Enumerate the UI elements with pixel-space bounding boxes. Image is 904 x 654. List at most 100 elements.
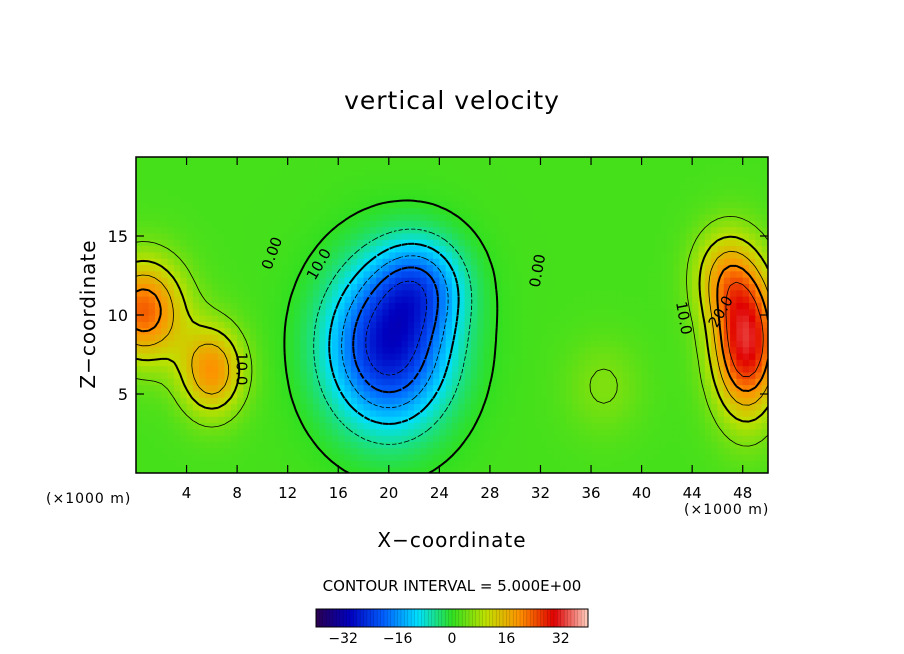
heatmap-cell xyxy=(186,188,194,196)
heatmap-cell xyxy=(452,220,459,228)
heatmap-cell xyxy=(275,352,282,360)
heatmap-cell xyxy=(464,403,472,411)
heatmap-cell xyxy=(205,422,213,430)
heatmap-cell xyxy=(616,277,624,284)
heatmap-cell xyxy=(205,283,213,291)
heatmap-cell xyxy=(281,283,289,291)
heatmap-cell xyxy=(407,232,415,240)
heatmap-cell xyxy=(275,340,282,348)
heatmap-cell xyxy=(350,447,358,455)
heatmap-cell xyxy=(559,466,567,473)
heatmap-cell xyxy=(711,346,719,354)
heatmap-cell xyxy=(243,359,251,367)
heatmap-cell xyxy=(666,188,674,196)
heatmap-cell xyxy=(218,378,226,386)
heatmap-cell xyxy=(698,277,706,284)
heatmap-cell xyxy=(243,416,251,424)
heatmap-cell xyxy=(730,352,737,360)
heatmap-cell xyxy=(666,163,674,171)
heatmap-cell xyxy=(534,207,542,215)
heatmap-cell xyxy=(407,270,415,278)
heatmap-cell xyxy=(180,264,188,272)
heatmap-cell xyxy=(647,239,655,247)
heatmap-cell xyxy=(736,447,744,455)
heatmap-cell xyxy=(578,390,586,398)
heatmap-cell xyxy=(136,245,143,253)
heatmap-cell xyxy=(294,416,301,424)
heatmap-cell xyxy=(483,264,491,272)
heatmap-cell xyxy=(502,201,510,209)
heatmap-cell xyxy=(186,258,194,266)
heatmap-cell xyxy=(161,201,169,209)
heatmap-cell xyxy=(635,220,643,228)
heatmap-cell xyxy=(458,194,466,202)
heatmap-cell xyxy=(666,308,674,316)
heatmap-cell xyxy=(730,201,737,209)
heatmap-cell xyxy=(483,441,491,449)
heatmap-cell xyxy=(685,416,693,424)
heatmap-cell xyxy=(546,365,554,373)
heatmap-cell xyxy=(508,296,516,303)
heatmap-cell xyxy=(426,466,434,473)
heatmap-cell xyxy=(218,213,226,221)
heatmap-cell xyxy=(275,207,282,215)
heatmap-cell xyxy=(641,321,649,329)
heatmap-cell xyxy=(262,447,270,455)
heatmap-cell xyxy=(723,169,731,177)
heatmap-cell xyxy=(275,435,282,442)
heatmap-cell xyxy=(553,365,561,373)
heatmap-cell xyxy=(382,352,390,360)
heatmap-cell xyxy=(148,435,156,442)
heatmap-cell xyxy=(711,466,719,473)
heatmap-cell xyxy=(540,333,548,341)
heatmap-cell xyxy=(597,441,605,449)
heatmap-cell xyxy=(673,220,681,228)
heatmap-cell xyxy=(161,169,169,177)
heatmap-cell xyxy=(325,201,333,209)
heatmap-cell xyxy=(357,201,365,209)
heatmap-cell xyxy=(363,201,371,209)
heatmap-cell xyxy=(502,157,510,164)
heatmap-cell xyxy=(388,163,396,171)
heatmap-cell xyxy=(553,182,561,190)
heatmap-cell xyxy=(388,315,396,322)
heatmap-cell xyxy=(211,327,219,335)
heatmap-cell xyxy=(692,359,700,367)
heatmap-cell xyxy=(628,315,636,322)
heatmap-cell xyxy=(388,340,396,348)
heatmap-cell xyxy=(483,352,491,360)
heatmap-cell xyxy=(312,384,320,392)
heatmap-cell xyxy=(749,251,756,259)
heatmap-cell xyxy=(483,384,491,392)
heatmap-cell xyxy=(218,188,226,196)
heatmap-cell xyxy=(388,352,396,360)
heatmap-cell xyxy=(489,213,497,221)
heatmap-cell xyxy=(464,435,472,442)
heatmap-cell xyxy=(382,384,390,392)
heatmap-cell xyxy=(597,201,605,209)
heatmap-cell xyxy=(243,194,251,202)
heatmap-cell xyxy=(445,403,453,411)
heatmap-cell xyxy=(515,270,523,278)
heatmap-cell xyxy=(325,220,333,228)
heatmap-cell xyxy=(622,289,630,297)
heatmap-cell xyxy=(723,346,731,354)
heatmap-cell xyxy=(458,340,466,348)
heatmap-cell xyxy=(237,201,245,209)
heatmap-cell xyxy=(515,327,523,335)
heatmap-cell xyxy=(363,194,371,202)
heatmap-cell xyxy=(483,340,491,348)
heatmap-cell xyxy=(325,447,333,455)
heatmap-cell xyxy=(237,384,245,392)
heatmap-cell xyxy=(382,157,390,164)
heatmap-cell xyxy=(395,435,403,442)
heatmap-cell xyxy=(477,378,485,386)
heatmap-cell xyxy=(294,422,301,430)
heatmap-cell xyxy=(230,169,238,177)
heatmap-cell xyxy=(338,157,346,164)
heatmap-cell xyxy=(584,447,592,455)
heatmap-cell xyxy=(755,346,763,354)
heatmap-cell xyxy=(755,277,763,284)
heatmap-cell xyxy=(647,251,655,259)
heatmap-cell xyxy=(426,409,434,417)
